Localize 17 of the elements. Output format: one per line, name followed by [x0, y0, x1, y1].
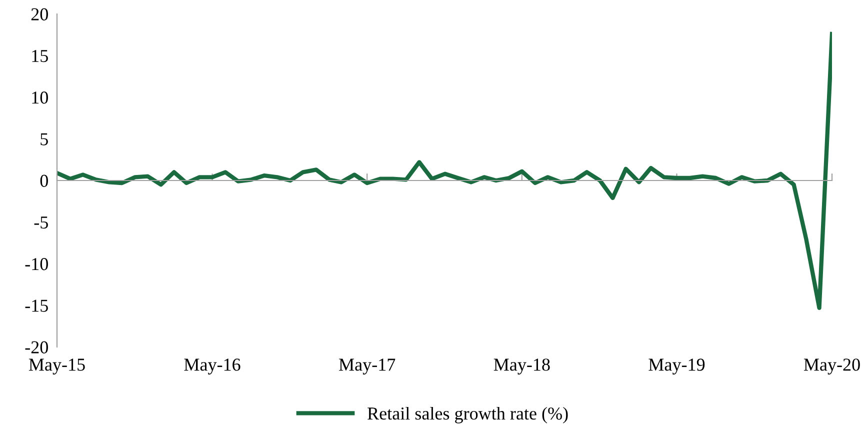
- x-tick-label: May-17: [339, 358, 396, 374]
- y-tick-label: 15: [32, 50, 48, 62]
- y-tick-label: 0: [40, 174, 48, 187]
- y-tick-label: 5: [40, 133, 48, 146]
- y-tick-label: -10: [25, 258, 48, 270]
- x-tick-label: May-19: [648, 358, 705, 374]
- y-tick-label: 10: [32, 92, 48, 104]
- line-series: [57, 32, 832, 310]
- y-tick-label: 20: [31, 8, 48, 20]
- y-tick-label: -15: [25, 300, 48, 312]
- x-tick-label: May-15: [28, 358, 85, 374]
- y-tick-label: -20: [25, 341, 48, 354]
- x-tick-label: May-18: [494, 358, 550, 374]
- legend-label: Retail sales growth rate (%): [368, 406, 568, 424]
- x-tick-label: May-16: [184, 358, 240, 374]
- x-tick-label: May-20: [804, 358, 860, 374]
- y-tick-label: -5: [34, 216, 48, 229]
